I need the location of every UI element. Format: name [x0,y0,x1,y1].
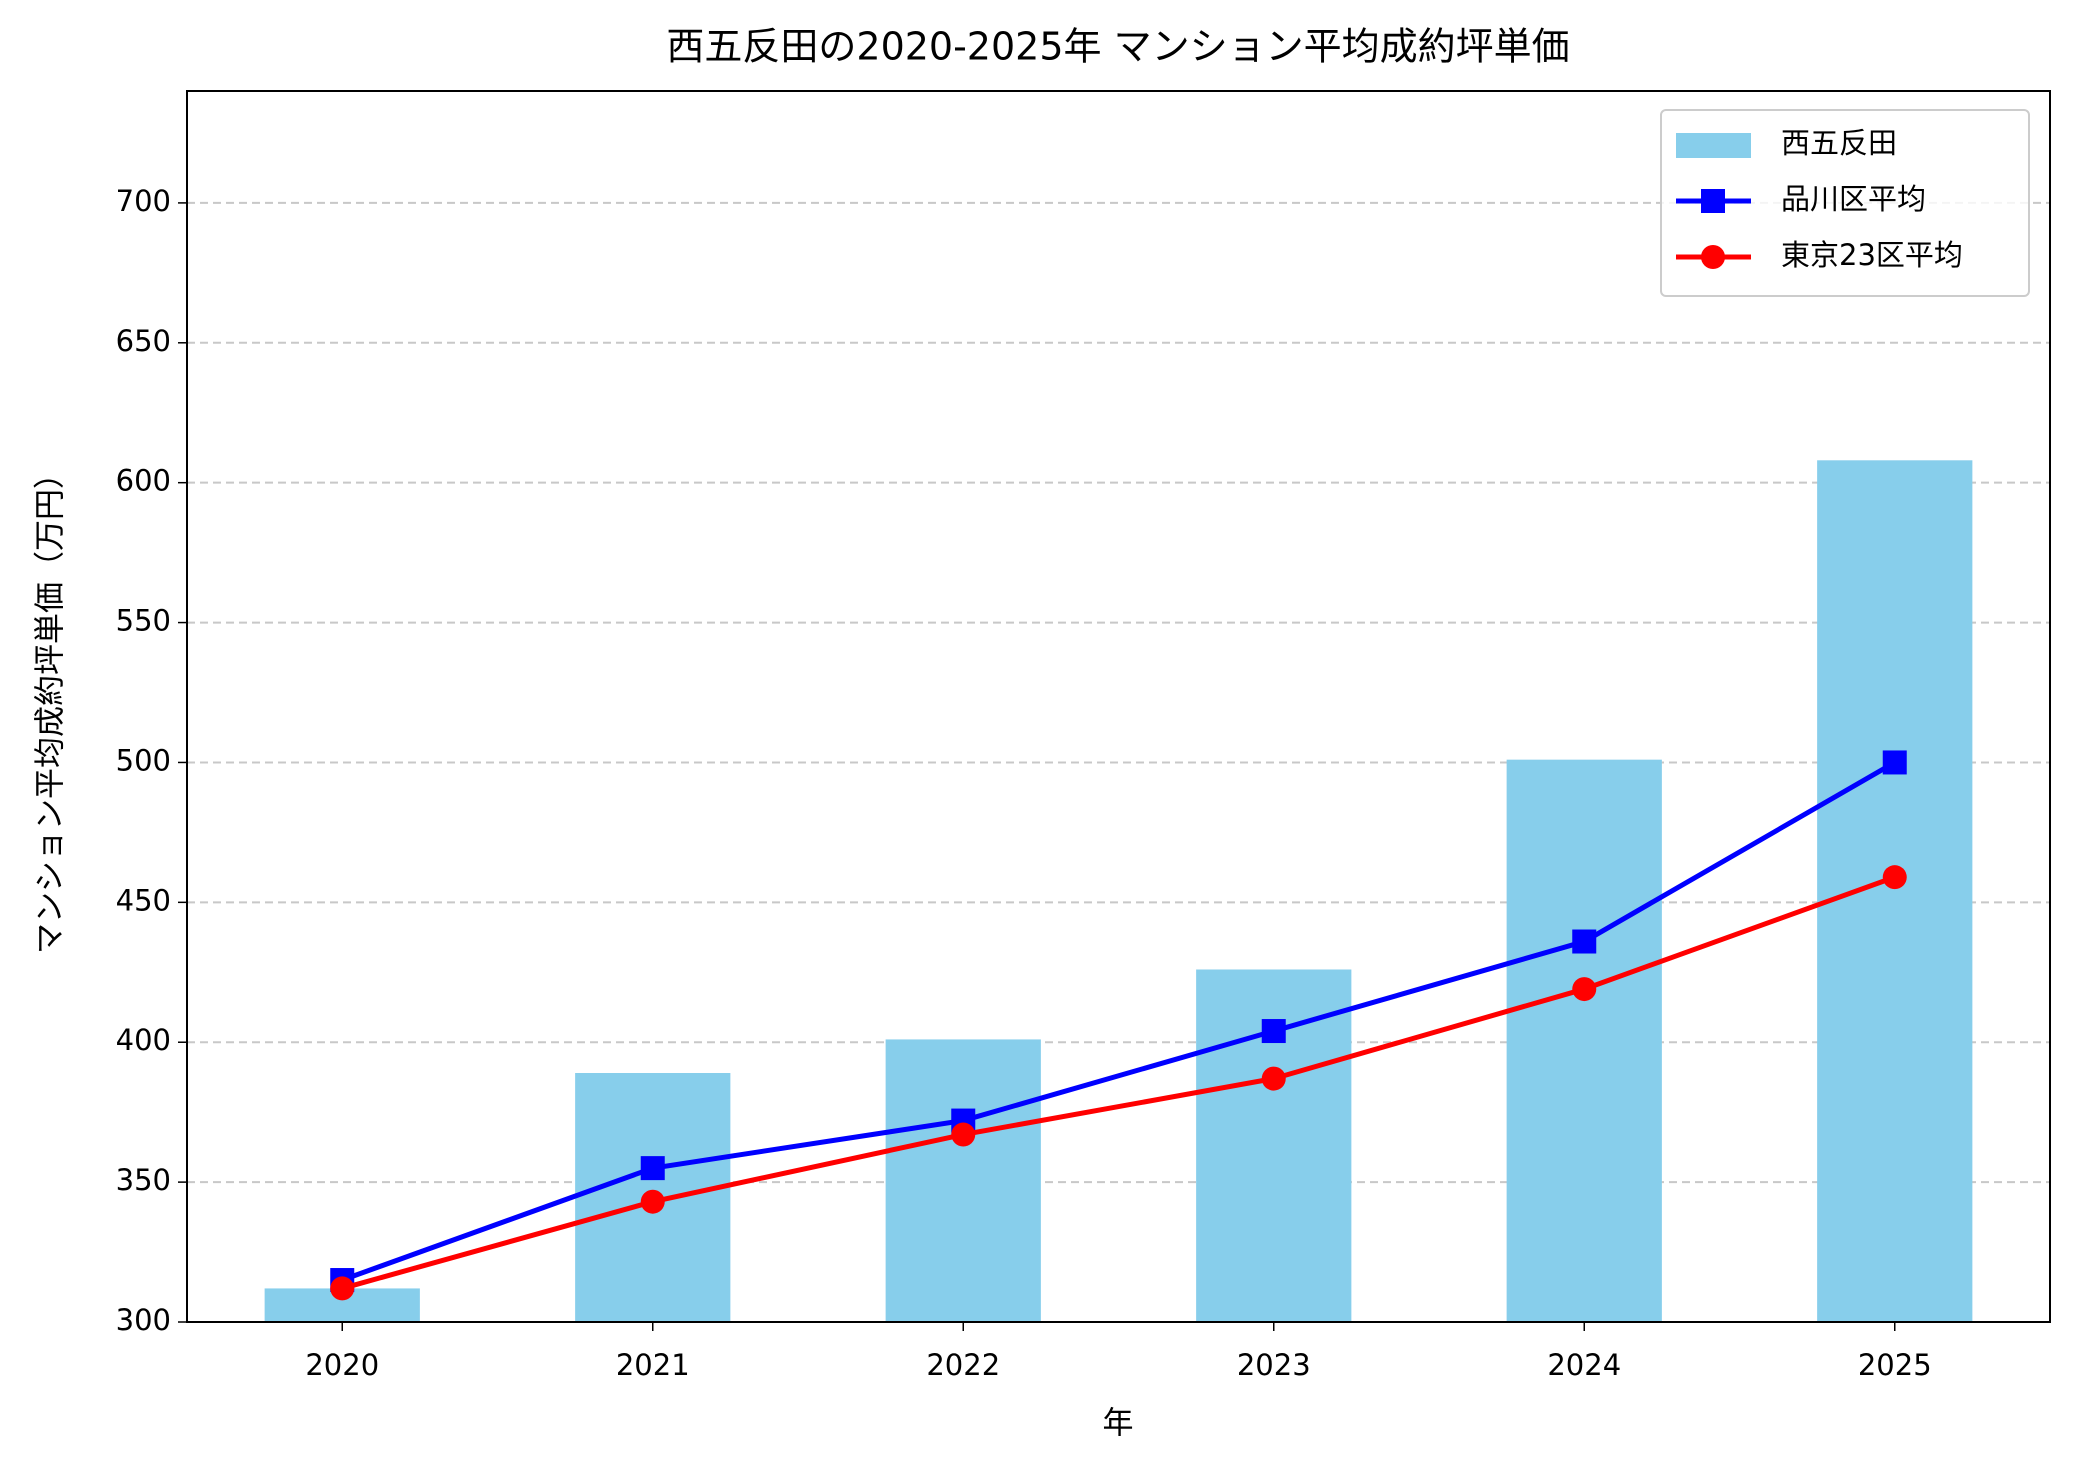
bar [885,1039,1041,1322]
x-tick-label: 2025 [1858,1348,1932,1382]
y-tick-label: 500 [116,743,171,777]
legend-swatch [1676,133,1751,158]
y-tick-label: 350 [116,1163,171,1197]
marker [951,1122,976,1147]
y-tick-label: 650 [116,324,171,358]
x-tick-label: 2024 [1547,1348,1621,1382]
bar [1817,460,1973,1322]
y-tick-label: 400 [116,1023,171,1057]
plot-frame [186,90,2051,1323]
y-axis-label: マンション平均成約坪単価（万円） [33,458,69,954]
x-axis-label: 年 [1103,1406,1134,1442]
marker [1572,977,1597,1002]
line [341,874,1896,1291]
legend-marker [1701,245,1725,269]
marker [330,1276,355,1301]
x-tick-label: 2021 [616,1348,690,1382]
y-tick-label: 450 [116,883,171,917]
chart-title: 西五反田の2020-2025年 マンション平均成約坪単価 [666,25,1569,69]
legend-marker [1701,189,1725,213]
marker [1261,1019,1286,1044]
x-tick-label: 2020 [305,1348,379,1382]
marker [1882,750,1907,775]
line [341,760,1896,1283]
marker [1572,929,1597,954]
marker [640,1189,665,1214]
legend-label: 東京23区平均 [1781,238,1963,272]
x-tick-label: 2022 [926,1348,1000,1382]
bar [1506,759,1662,1322]
y-tick-label: 300 [116,1303,171,1337]
y-tick-label: 550 [116,604,171,638]
y-tick-label: 600 [116,464,171,498]
y-tick-label: 700 [116,184,171,218]
x-tick-label: 2023 [1237,1348,1311,1382]
marker [1261,1066,1286,1091]
legend-box [1660,109,2030,297]
marker [640,1156,665,1181]
legend-label: 品川区平均 [1781,182,1926,216]
marker [1882,865,1907,890]
legend-label: 西五反田 [1781,126,1897,160]
